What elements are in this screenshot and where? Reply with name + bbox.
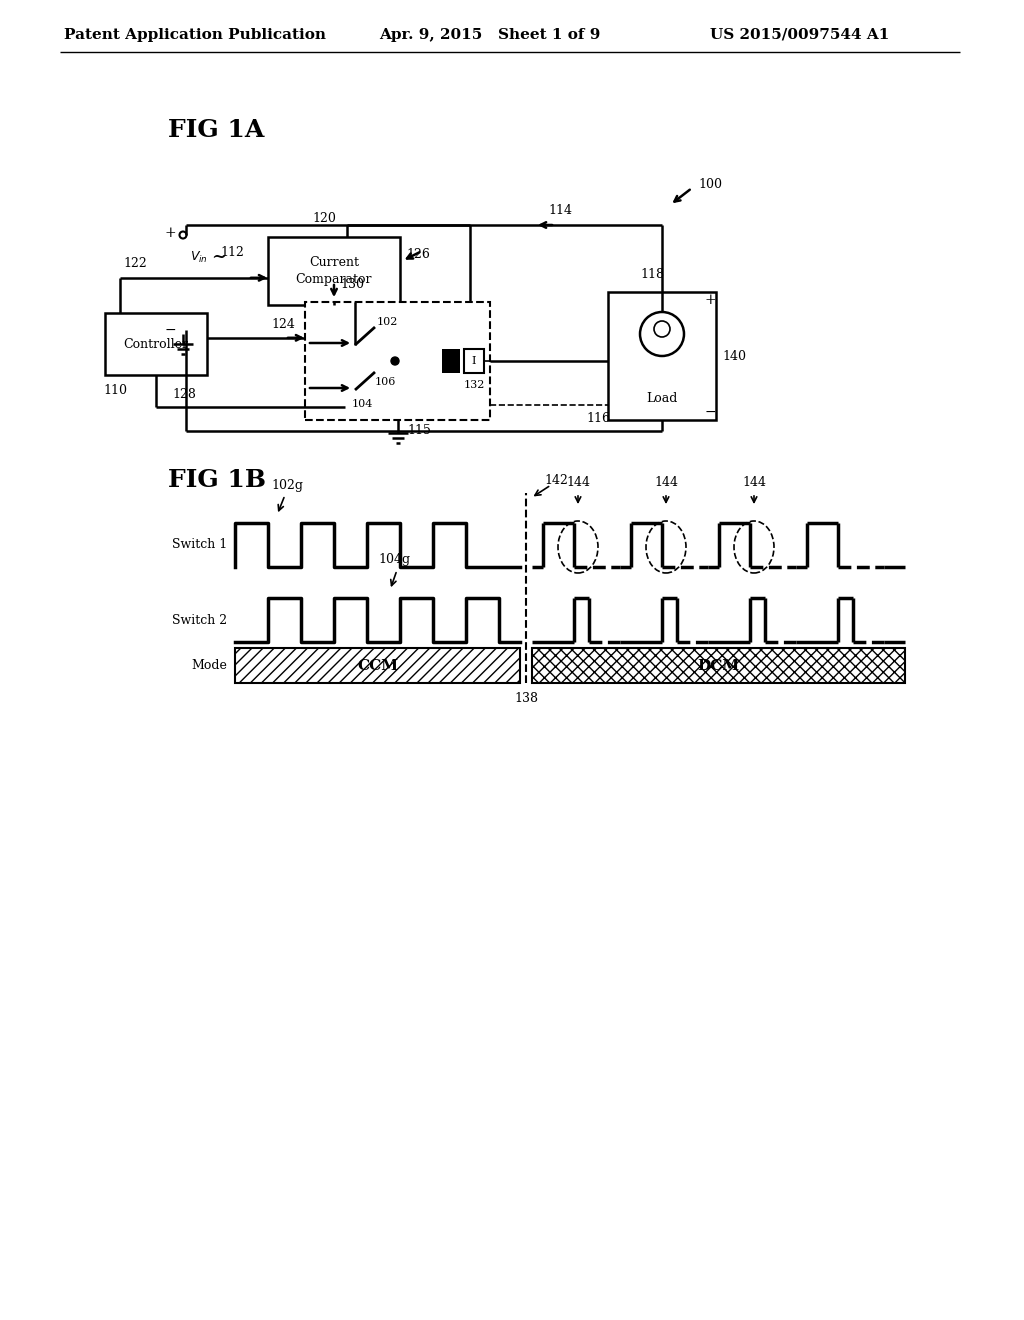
Text: 122: 122 <box>123 257 146 271</box>
Bar <box>464 348 484 374</box>
Bar <box>234 648 520 682</box>
Text: Current: Current <box>309 256 359 269</box>
Text: 144: 144 <box>566 477 590 490</box>
Text: 102g: 102g <box>271 479 303 491</box>
Text: Patent Application Publication: Patent Application Publication <box>63 28 326 42</box>
Text: 128: 128 <box>172 388 196 401</box>
Text: Switch 1: Switch 1 <box>172 539 227 552</box>
Text: 124: 124 <box>271 318 295 331</box>
Text: +: + <box>705 293 716 308</box>
Circle shape <box>391 356 399 366</box>
Text: 130: 130 <box>340 277 364 290</box>
Text: Switch 2: Switch 2 <box>172 614 227 627</box>
Text: 140: 140 <box>722 350 746 363</box>
Text: CCM: CCM <box>357 659 398 672</box>
Bar <box>105 313 207 375</box>
Text: 126: 126 <box>407 248 430 261</box>
Text: 110: 110 <box>103 384 127 396</box>
Text: US 2015/0097544 A1: US 2015/0097544 A1 <box>711 28 890 42</box>
Text: Load: Load <box>646 392 678 404</box>
Text: Apr. 9, 2015   Sheet 1 of 9: Apr. 9, 2015 Sheet 1 of 9 <box>379 28 601 42</box>
Bar <box>268 238 400 305</box>
Text: 116: 116 <box>586 412 610 425</box>
Text: I: I <box>472 356 476 366</box>
Text: 120: 120 <box>312 213 336 226</box>
Text: ~: ~ <box>211 248 226 267</box>
Text: 138: 138 <box>514 692 538 705</box>
Text: DCM: DCM <box>697 659 739 672</box>
Text: 118: 118 <box>640 268 664 281</box>
Bar <box>532 648 905 682</box>
Text: Controller: Controller <box>124 338 188 351</box>
Text: 115: 115 <box>408 424 431 437</box>
Text: 112: 112 <box>220 247 244 260</box>
Text: Comparator: Comparator <box>296 272 373 285</box>
Text: 144: 144 <box>654 477 678 490</box>
Text: 104g: 104g <box>379 553 411 566</box>
Text: 114: 114 <box>548 205 572 218</box>
Bar <box>608 292 716 420</box>
Text: FIG 1B: FIG 1B <box>168 469 266 492</box>
Text: 132: 132 <box>463 380 484 389</box>
Text: 102: 102 <box>376 317 397 327</box>
Text: Mode: Mode <box>191 659 227 672</box>
Text: +: + <box>164 226 176 240</box>
Text: 104: 104 <box>351 399 373 409</box>
Text: 142: 142 <box>544 474 568 487</box>
Text: 144: 144 <box>742 477 766 490</box>
Text: $V_{in}$: $V_{in}$ <box>190 249 208 264</box>
Text: FIG 1A: FIG 1A <box>168 117 264 143</box>
Text: −: − <box>705 405 716 418</box>
Text: 100: 100 <box>698 178 722 191</box>
Bar <box>305 302 490 420</box>
Text: −: − <box>164 323 176 337</box>
Bar <box>442 348 460 374</box>
Text: 106: 106 <box>375 378 395 387</box>
